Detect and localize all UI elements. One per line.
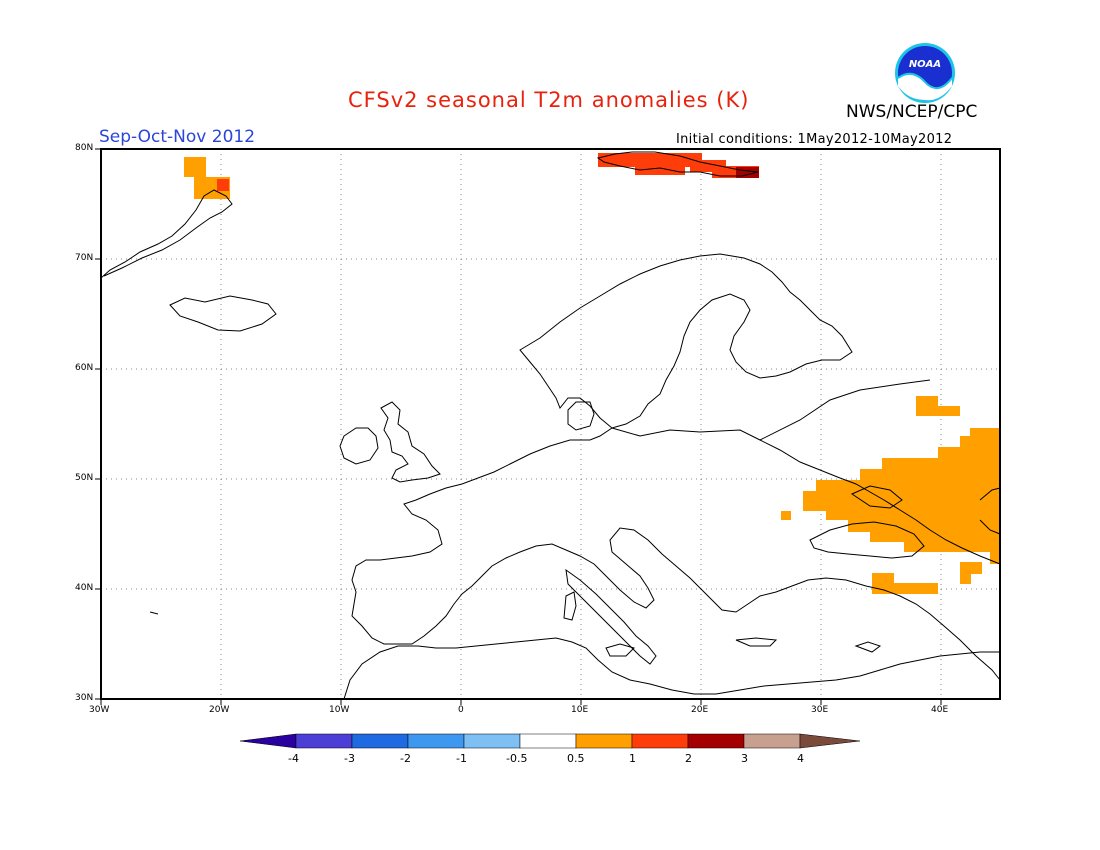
europe-mainland <box>351 379 1001 681</box>
colorbar-seg-7 <box>631 733 689 749</box>
sardinia <box>563 591 577 621</box>
noaa-logo-text: NOAA <box>909 59 941 70</box>
denmark <box>567 401 595 431</box>
scandinavia <box>519 253 853 429</box>
lat-tick-label: 40N <box>75 583 94 593</box>
lat-tick-label: 80N <box>75 143 94 153</box>
anomaly-russia-ukraine <box>781 396 1000 594</box>
iceland <box>169 295 277 332</box>
agency-label: NWS/NCEP/CPC <box>846 102 978 122</box>
lon-tick-label: 30W <box>89 705 110 715</box>
black-sea <box>809 521 925 559</box>
colorbar-low-arrow <box>239 733 297 749</box>
crete <box>735 637 778 647</box>
lat-tick-label: 70N <box>75 253 94 263</box>
colorbar-seg-5 <box>519 733 577 749</box>
cyprus <box>854 641 882 653</box>
lon-tick-label: 30E <box>811 705 829 715</box>
initial-conditions: Initial conditions: 1May2012-10May2012 <box>676 132 953 147</box>
colorbar-label: -2 <box>400 752 411 765</box>
sea-of-azov <box>850 485 903 509</box>
lat-tick-label: 50N <box>75 473 94 483</box>
noaa-logo: NOAA <box>894 42 956 104</box>
colorbar-label: 0.5 <box>567 752 585 765</box>
lon-tick-label: 10W <box>329 705 350 715</box>
lon-tick-label: 0 <box>458 705 464 715</box>
sicily <box>605 643 635 657</box>
colorbar-seg-3 <box>407 733 465 749</box>
colorbar-seg-1 <box>295 733 353 749</box>
forecast-period: Sep-Oct-Nov 2012 <box>99 127 256 147</box>
italy <box>565 568 657 665</box>
axis-ticks <box>95 148 942 705</box>
colorbar-label: 4 <box>797 752 804 765</box>
map-grid <box>101 149 1000 699</box>
colorbar-label: -0.5 <box>506 752 528 765</box>
lon-tick-label: 20E <box>691 705 709 715</box>
greenland-tip <box>100 189 233 279</box>
map-title: CFSv2 seasonal T2m anomalies (K) <box>348 88 750 112</box>
colorbar-label: 1 <box>629 752 636 765</box>
lat-tick-label: 60N <box>75 363 94 373</box>
caspian <box>979 487 1001 535</box>
colorbar-seg-6 <box>575 733 633 749</box>
colorbar-seg-4 <box>463 733 521 749</box>
lon-tick-label: 40E <box>931 705 949 715</box>
colorbar <box>239 733 861 749</box>
colorbar-high-arrow <box>799 733 861 749</box>
colorbar-label: -3 <box>344 752 355 765</box>
great-britain <box>380 401 441 483</box>
colorbar-seg-2 <box>351 733 409 749</box>
colorbar-label: 3 <box>741 752 748 765</box>
colorbar-label: 2 <box>685 752 692 765</box>
lat-tick-label: 30N <box>75 693 94 703</box>
coastlines <box>100 151 1001 700</box>
madeira <box>149 611 159 615</box>
lon-tick-label: 20W <box>209 705 230 715</box>
colorbar-label: -4 <box>288 752 299 765</box>
ireland <box>339 427 379 465</box>
colorbar-seg-8 <box>687 733 745 749</box>
colorbar-seg-9 <box>743 733 801 749</box>
lon-tick-label: 10E <box>571 705 589 715</box>
colorbar-label: -1 <box>456 752 467 765</box>
svalbard <box>596 151 759 177</box>
anomaly-svalbard <box>598 153 759 178</box>
map-frame <box>100 148 1001 700</box>
north-africa <box>343 637 1000 700</box>
